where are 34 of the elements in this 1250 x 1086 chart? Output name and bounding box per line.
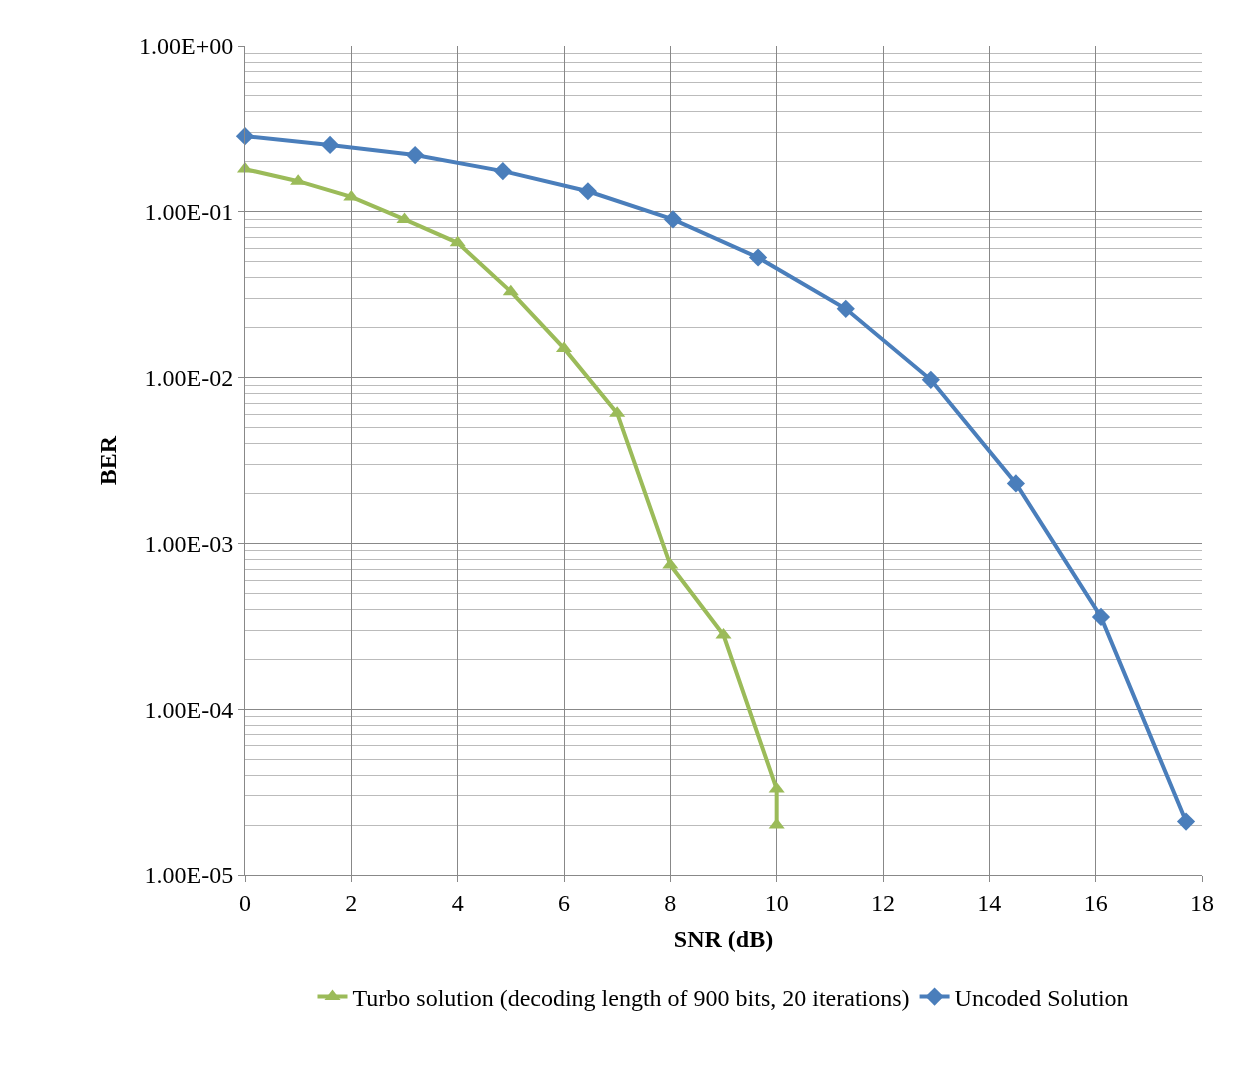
point	[1091, 607, 1111, 627]
x-tick-label: 14	[977, 889, 1002, 916]
point	[502, 284, 519, 296]
point	[921, 370, 940, 389]
x-tick-label: 8	[664, 889, 677, 916]
x-tick-label: 6	[558, 889, 570, 916]
legend-label: Uncoded Solution	[954, 984, 1129, 1011]
y-tick-label: 1.00E-02	[144, 365, 234, 391]
point	[406, 145, 425, 165]
y-tick-label: 1.00E-03	[144, 530, 234, 557]
point	[1176, 812, 1196, 831]
y-tick-label: 1.00E-01	[144, 199, 234, 226]
point	[748, 248, 768, 267]
y-tick-label: 1.00E+00	[139, 33, 234, 60]
x-tick-label: 2	[345, 889, 358, 916]
point	[320, 135, 340, 155]
point	[493, 161, 512, 181]
point	[836, 299, 855, 318]
point	[1006, 474, 1026, 493]
point	[449, 235, 466, 247]
x-axis-title: SNR (dB)	[673, 926, 774, 953]
point	[578, 182, 598, 201]
legend-label: Turbo solution (decoding length of 900 bits, 20 iterations)	[352, 984, 910, 1011]
x-tick-label: 0	[239, 889, 251, 916]
y-tick-label: 1.00E-05	[144, 862, 234, 889]
x-tick-label: 10	[764, 889, 789, 916]
x-tick-label: 12	[871, 889, 895, 916]
x-tick-label: 16	[1083, 889, 1108, 916]
point	[343, 189, 360, 201]
x-tick-label: 18	[1190, 889, 1214, 916]
x-tick-label: 4	[451, 889, 464, 916]
y-tick-label: 1.00E-04	[144, 696, 234, 723]
y-axis-title: BER	[95, 435, 122, 486]
point	[663, 210, 683, 229]
